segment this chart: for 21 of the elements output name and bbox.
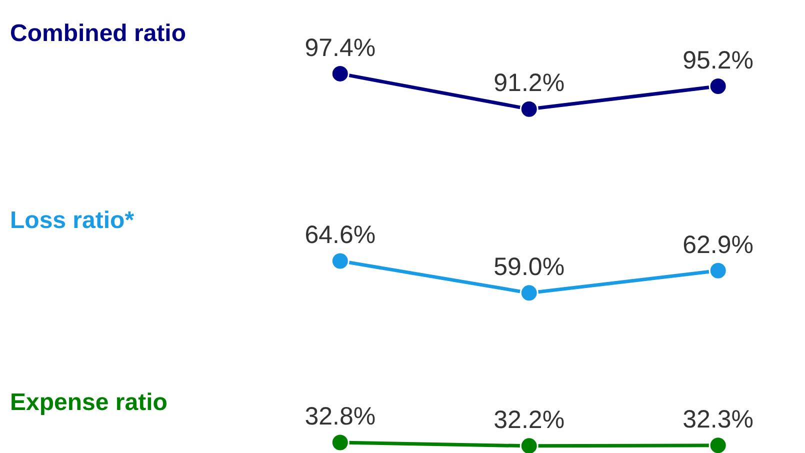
- data-label: 95.2%: [682, 46, 754, 74]
- data-label: 32.2%: [494, 406, 565, 434]
- data-label: 62.9%: [682, 230, 754, 259]
- data-label: 97.4%: [304, 34, 376, 62]
- point: [520, 100, 538, 118]
- point: [520, 284, 538, 302]
- data-label: 91.2%: [494, 69, 565, 98]
- data-label: 32.3%: [682, 405, 754, 434]
- point: [330, 252, 350, 270]
- text: Expense ratio: [10, 389, 168, 416]
- point: [330, 433, 350, 452]
- text: Loss ratio*: [10, 207, 135, 234]
- point: [708, 436, 728, 453]
- point: [708, 77, 728, 96]
- data-label: 32.8%: [304, 402, 376, 431]
- point: [330, 64, 350, 83]
- data-label: 64.6%: [304, 221, 376, 250]
- data-label: 59.0%: [494, 253, 565, 282]
- text: Combined ratio: [10, 20, 186, 47]
- point: [708, 261, 728, 280]
- point: [520, 436, 538, 453]
